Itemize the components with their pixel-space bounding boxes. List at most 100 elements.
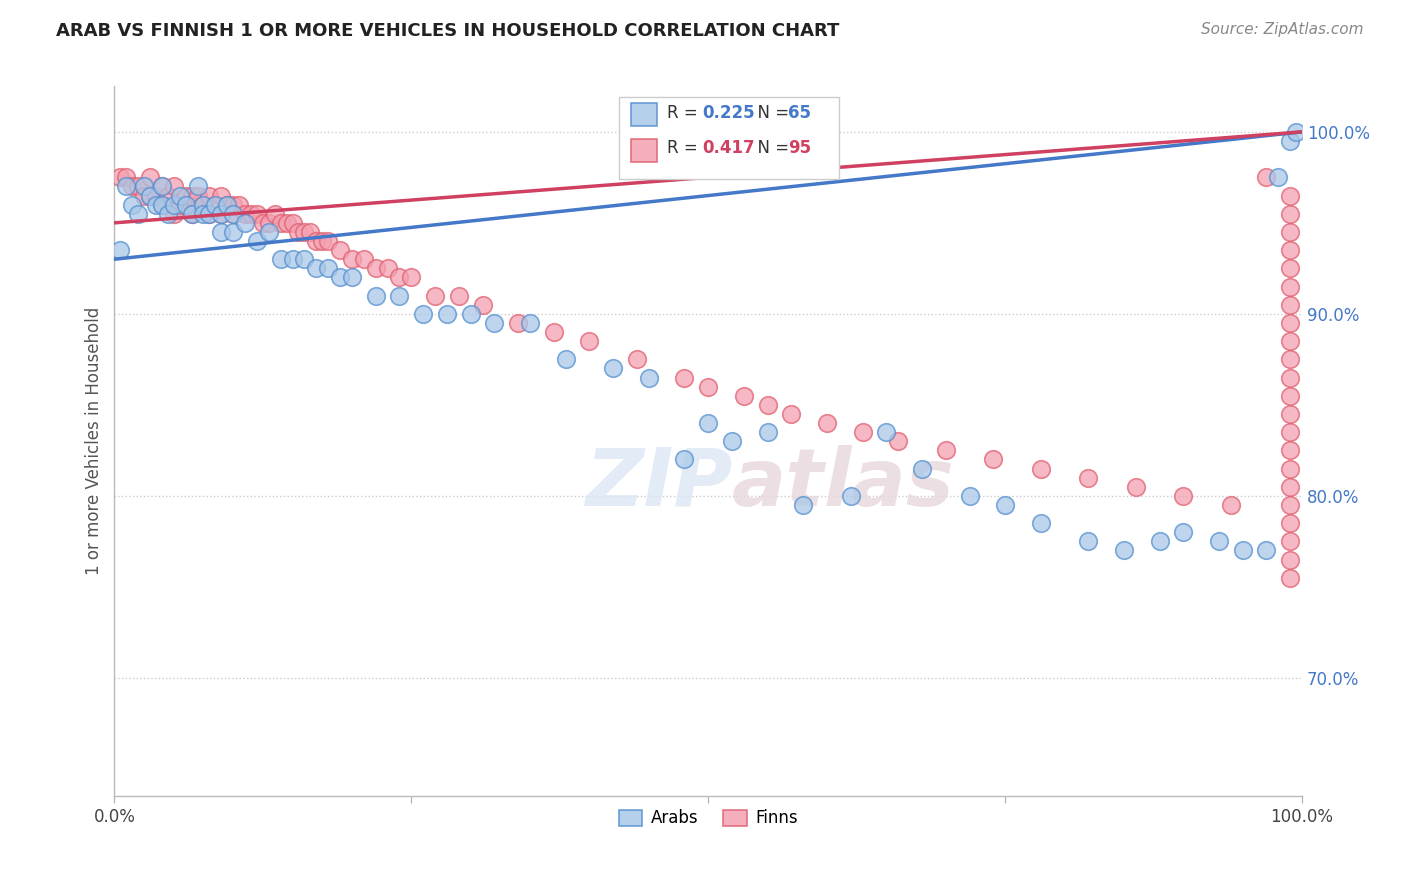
Point <box>222 207 245 221</box>
Point <box>471 298 494 312</box>
Point <box>115 170 138 185</box>
Text: N =: N = <box>748 139 794 157</box>
Point <box>887 434 910 449</box>
Point <box>180 188 202 202</box>
Point <box>294 225 316 239</box>
Point <box>637 370 659 384</box>
Point <box>240 207 263 221</box>
Legend: Arabs, Finns: Arabs, Finns <box>612 803 804 834</box>
Point <box>1267 170 1289 185</box>
Point <box>263 207 285 221</box>
Point <box>1279 243 1302 257</box>
Point <box>287 225 309 239</box>
Point <box>169 197 191 211</box>
Point <box>193 207 215 221</box>
Point <box>209 188 232 202</box>
Text: 65: 65 <box>787 103 811 121</box>
Point <box>780 407 803 421</box>
Point <box>1279 407 1302 421</box>
Point <box>1279 334 1302 348</box>
Point <box>1279 552 1302 566</box>
Point <box>412 307 434 321</box>
Point <box>139 188 162 202</box>
Text: N =: N = <box>748 103 794 121</box>
Point <box>1279 480 1302 494</box>
Point <box>756 398 779 412</box>
Point <box>554 352 576 367</box>
Point <box>1279 571 1302 585</box>
Point <box>1173 525 1195 540</box>
Point <box>204 197 226 211</box>
Point <box>543 325 565 339</box>
Point <box>1279 498 1302 512</box>
Point <box>1256 543 1278 558</box>
Point <box>180 207 202 221</box>
Point <box>217 197 239 211</box>
Point <box>276 216 298 230</box>
Point <box>1232 543 1254 558</box>
Point <box>447 288 470 302</box>
Point <box>1256 170 1278 185</box>
FancyBboxPatch shape <box>619 97 839 178</box>
Point <box>246 207 269 221</box>
Point <box>519 316 541 330</box>
Point <box>401 270 423 285</box>
Point <box>1173 489 1195 503</box>
Point <box>673 370 696 384</box>
Point <box>209 225 232 239</box>
Point <box>1279 425 1302 439</box>
Point <box>733 389 755 403</box>
Point <box>110 170 132 185</box>
FancyBboxPatch shape <box>631 103 657 126</box>
Point <box>1279 370 1302 384</box>
Point <box>721 434 744 449</box>
Point <box>340 270 363 285</box>
Point <box>329 270 352 285</box>
Point <box>257 225 280 239</box>
Point <box>193 197 215 211</box>
Point <box>198 188 221 202</box>
Point <box>316 234 339 248</box>
Point <box>1279 261 1302 276</box>
Point <box>1125 480 1147 494</box>
Point <box>132 179 155 194</box>
Point <box>156 188 179 202</box>
Point <box>169 188 191 202</box>
Point <box>1285 125 1308 139</box>
Text: 0.225: 0.225 <box>702 103 755 121</box>
Point <box>1279 225 1302 239</box>
Point <box>132 188 155 202</box>
Point <box>281 216 304 230</box>
Point <box>209 207 232 221</box>
Text: atlas: atlas <box>733 445 955 523</box>
Point <box>228 197 250 211</box>
Text: R =: R = <box>666 103 703 121</box>
Point <box>578 334 600 348</box>
Point <box>209 207 232 221</box>
Point <box>423 288 446 302</box>
Point <box>294 252 316 267</box>
Point <box>329 243 352 257</box>
Point <box>150 179 173 194</box>
Point <box>994 498 1017 512</box>
Point <box>257 216 280 230</box>
Point <box>115 179 138 194</box>
Point <box>340 252 363 267</box>
Point <box>1112 543 1135 558</box>
Point <box>388 288 411 302</box>
Point <box>1029 461 1052 475</box>
Point <box>204 197 226 211</box>
Point <box>1279 298 1302 312</box>
Point <box>1279 443 1302 458</box>
Point <box>150 197 173 211</box>
Point <box>697 416 720 430</box>
Point <box>1279 352 1302 367</box>
Point <box>377 261 399 276</box>
Point <box>756 425 779 439</box>
Point <box>174 197 197 211</box>
Point <box>127 207 149 221</box>
Point <box>139 170 162 185</box>
Point <box>935 443 957 458</box>
Point <box>792 498 814 512</box>
Point <box>198 207 221 221</box>
